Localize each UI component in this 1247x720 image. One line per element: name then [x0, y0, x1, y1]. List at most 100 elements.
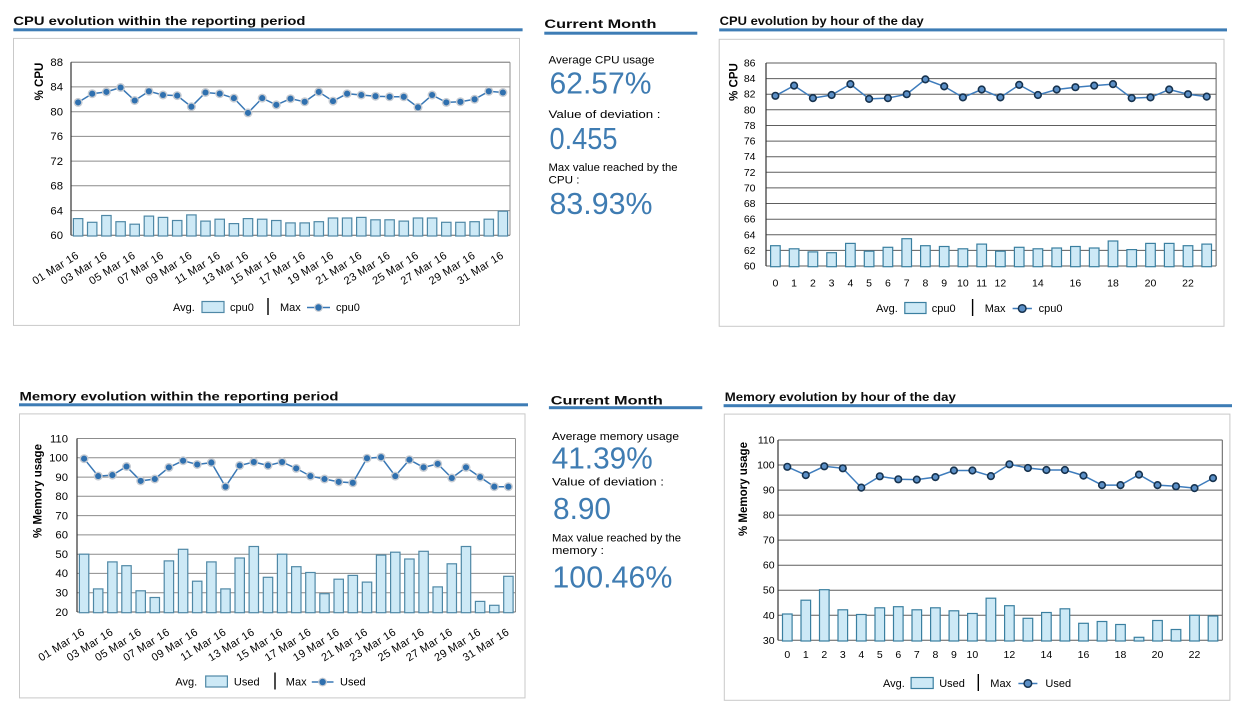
- svg-text:84: 84: [744, 73, 756, 85]
- svg-text:0.455: 0.455: [550, 122, 618, 156]
- svg-text:memory :: memory :: [552, 545, 604, 557]
- svg-text:Max: Max: [286, 677, 307, 689]
- svg-text:22: 22: [1189, 649, 1201, 661]
- svg-text:20: 20: [1152, 649, 1164, 661]
- svg-text:% CPU: % CPU: [34, 63, 46, 101]
- svg-text:10: 10: [967, 649, 979, 661]
- svg-text:0: 0: [784, 649, 790, 661]
- svg-text:18: 18: [1107, 278, 1119, 290]
- svg-text:3: 3: [829, 278, 835, 290]
- svg-text:30: 30: [763, 635, 775, 647]
- svg-text:8.90: 8.90: [553, 492, 611, 526]
- svg-text:84: 84: [50, 82, 63, 94]
- svg-text:Used: Used: [1045, 678, 1071, 690]
- svg-text:CPU evolution by hour of the d: CPU evolution by hour of the day: [720, 14, 924, 28]
- svg-text:Avg.: Avg.: [173, 302, 195, 314]
- svg-text:20: 20: [55, 607, 68, 619]
- svg-text:70: 70: [55, 510, 68, 522]
- svg-text:12: 12: [1004, 649, 1016, 661]
- svg-text:78: 78: [744, 120, 756, 132]
- svg-text:72: 72: [744, 167, 756, 179]
- svg-text:16: 16: [1070, 278, 1082, 290]
- svg-text:Value of deviation :: Value of deviation :: [552, 477, 664, 489]
- svg-text:50: 50: [55, 549, 68, 561]
- svg-text:Used: Used: [939, 678, 965, 690]
- svg-text:% Memory usage: % Memory usage: [738, 442, 750, 536]
- svg-text:80: 80: [50, 106, 63, 118]
- svg-text:6: 6: [885, 278, 891, 290]
- svg-text:100.46%: 100.46%: [552, 561, 672, 595]
- svg-text:60: 60: [55, 530, 68, 542]
- svg-text:cpu0: cpu0: [336, 302, 360, 314]
- svg-text:% CPU: % CPU: [729, 63, 741, 101]
- svg-text:Avg.: Avg.: [175, 677, 197, 689]
- svg-text:76: 76: [744, 136, 756, 148]
- svg-text:68: 68: [50, 181, 63, 193]
- svg-text:80: 80: [744, 104, 756, 116]
- svg-text:22: 22: [1182, 278, 1194, 290]
- svg-text:62.57%: 62.57%: [550, 67, 652, 101]
- svg-text:cpu0: cpu0: [230, 302, 254, 314]
- svg-text:110: 110: [50, 433, 68, 445]
- svg-text:70: 70: [763, 535, 775, 547]
- svg-text:41.39%: 41.39%: [552, 442, 653, 476]
- svg-text:4: 4: [858, 649, 864, 661]
- svg-text:8: 8: [932, 649, 938, 661]
- svg-text:% Memory usage: % Memory usage: [33, 444, 45, 538]
- svg-text:Max: Max: [990, 678, 1011, 690]
- svg-text:62: 62: [744, 245, 756, 257]
- svg-text:9: 9: [941, 278, 947, 290]
- svg-text:60: 60: [50, 230, 63, 242]
- svg-text:cpu0: cpu0: [1039, 303, 1063, 315]
- svg-text:80: 80: [763, 510, 775, 522]
- svg-text:Used: Used: [340, 677, 366, 689]
- svg-text:64: 64: [744, 229, 756, 241]
- svg-text:16: 16: [1078, 649, 1090, 661]
- svg-text:83.93%: 83.93%: [550, 187, 653, 221]
- svg-text:76: 76: [50, 131, 63, 143]
- svg-text:Average CPU usage: Average CPU usage: [549, 55, 655, 67]
- svg-text:Memory evolution by hour of th: Memory evolution by hour of the day: [725, 390, 956, 404]
- svg-text:Max: Max: [280, 302, 301, 314]
- svg-text:40: 40: [55, 568, 68, 580]
- svg-text:14: 14: [1041, 649, 1053, 661]
- svg-text:18: 18: [1115, 649, 1127, 661]
- svg-text:5: 5: [866, 278, 872, 290]
- svg-text:11: 11: [976, 278, 987, 290]
- svg-text:CPU evolution within the repor: CPU evolution within the reporting perio…: [13, 14, 305, 28]
- svg-text:72: 72: [50, 156, 63, 168]
- svg-text:7: 7: [904, 278, 910, 290]
- svg-text:7: 7: [914, 649, 920, 661]
- svg-text:Max: Max: [985, 303, 1006, 315]
- svg-text:60: 60: [744, 261, 756, 273]
- svg-text:cpu0: cpu0: [932, 303, 956, 315]
- svg-text:1: 1: [803, 649, 809, 661]
- svg-text:20: 20: [1145, 278, 1157, 290]
- svg-text:68: 68: [744, 198, 756, 210]
- svg-text:0: 0: [772, 278, 778, 290]
- svg-text:14: 14: [1032, 278, 1044, 290]
- svg-text:6: 6: [895, 649, 901, 661]
- svg-text:64: 64: [50, 205, 63, 217]
- svg-text:Average memory usage: Average memory usage: [552, 431, 679, 443]
- svg-text:3: 3: [840, 649, 846, 661]
- svg-text:4: 4: [847, 278, 853, 290]
- svg-text:90: 90: [763, 485, 775, 497]
- svg-text:88: 88: [50, 57, 63, 69]
- svg-text:Current Month: Current Month: [551, 394, 663, 408]
- svg-text:110: 110: [758, 435, 775, 447]
- svg-text:50: 50: [763, 585, 775, 597]
- svg-text:40: 40: [763, 610, 775, 622]
- svg-text:Value of deviation :: Value of deviation :: [549, 109, 661, 121]
- svg-text:Memory evolution within the re: Memory evolution within the reporting pe…: [20, 389, 339, 403]
- svg-text:70: 70: [744, 182, 756, 194]
- svg-text:Max value reached by the: Max value reached by the: [552, 533, 681, 545]
- svg-text:8: 8: [922, 278, 928, 290]
- svg-text:9: 9: [951, 649, 957, 661]
- svg-text:80: 80: [55, 491, 68, 503]
- svg-text:60: 60: [763, 560, 775, 572]
- svg-text:Used: Used: [234, 677, 260, 689]
- svg-text:86: 86: [744, 58, 756, 70]
- svg-text:90: 90: [55, 472, 68, 484]
- svg-text:1: 1: [791, 278, 797, 290]
